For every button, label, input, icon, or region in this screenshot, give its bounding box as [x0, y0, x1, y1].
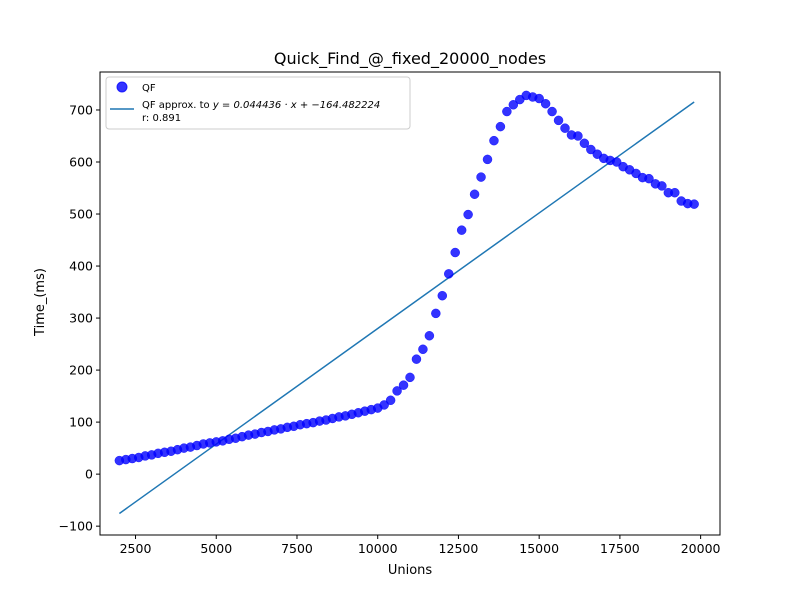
- legend-label-fit-line: QF approx. to y = 0.044436 · x + −164.48…: [142, 100, 380, 111]
- data-point: [418, 344, 428, 355]
- y-tick-label: −100: [59, 519, 93, 534]
- data-point: [444, 269, 454, 279]
- legend-label-fit-equation: y = 0.044436 · x + −164.482224: [212, 100, 380, 111]
- x-tick-label: 12500: [439, 541, 479, 556]
- legend-box: [105, 76, 411, 130]
- x-tick-label: 17500: [600, 541, 640, 556]
- y-tick-label: 500: [69, 207, 93, 222]
- data-point: [547, 106, 557, 117]
- x-tick-label: 2500: [120, 541, 152, 556]
- data-point: [560, 123, 570, 133]
- x-axis: 2500 5000 7500 10000 12500 15000 17500 20000: [120, 535, 721, 556]
- x-tick-label: 10000: [358, 541, 398, 556]
- data-point: [611, 157, 622, 167]
- y-axis-label: Time_(ms): [33, 268, 48, 337]
- data-point: [553, 115, 564, 126]
- plot-area: [99, 71, 721, 536]
- axes-frame: [99, 71, 721, 536]
- y-tick-label: 600: [69, 154, 93, 169]
- data-point: [573, 131, 583, 141]
- data-point: [476, 172, 486, 182]
- data-point: [385, 395, 396, 406]
- chart-title: Quick_Find_@_fixed_20000_nodes: [274, 49, 546, 69]
- data-point: [398, 380, 409, 390]
- data-point: [469, 189, 480, 200]
- data-point: [579, 138, 590, 149]
- data-point: [534, 93, 544, 104]
- x-axis-label: Unions: [388, 563, 433, 578]
- data-point: [502, 106, 512, 117]
- data-point: [456, 225, 467, 235]
- legend-label-fit-r: r: 0.891: [142, 113, 181, 124]
- data-point: [689, 199, 699, 209]
- data-point: [392, 386, 402, 396]
- data-point: [644, 173, 654, 184]
- data-point: [586, 144, 596, 155]
- y-tick-label: 700: [69, 102, 93, 117]
- x-tick-label: 5000: [200, 541, 232, 556]
- data-point: [379, 400, 389, 410]
- data-point: [431, 308, 441, 319]
- legend-label-fit-prefix: QF approx. to: [142, 100, 213, 111]
- legend-label-qf: QF: [142, 83, 156, 94]
- data-point: [450, 247, 460, 258]
- data-point: [495, 121, 506, 132]
- y-tick-label: 200: [69, 363, 93, 378]
- x-tick-label: 7500: [281, 541, 313, 556]
- y-tick-label: 0: [85, 467, 93, 482]
- scatter-points: [114, 90, 699, 466]
- x-tick-label: 15000: [519, 541, 559, 556]
- data-point: [482, 154, 493, 165]
- data-point: [508, 100, 519, 110]
- x-tick-label: 20000: [681, 541, 721, 556]
- data-point: [405, 372, 415, 383]
- data-point: [540, 98, 551, 109]
- y-tick-label: 400: [69, 259, 93, 274]
- y-tick-label: 100: [69, 415, 93, 430]
- data-point: [463, 209, 473, 220]
- legend: QF QF approx. to y = 0.044436 · x + −164…: [105, 76, 411, 130]
- legend-marker-qf: [116, 81, 128, 93]
- y-tick-label: 300: [69, 311, 93, 326]
- data-point: [424, 331, 435, 341]
- data-point: [437, 290, 448, 301]
- data-point: [670, 187, 680, 198]
- y-axis: −100 0 100 200 300 400 500 600 700: [59, 102, 100, 534]
- data-point: [411, 354, 422, 364]
- data-point: [657, 181, 667, 191]
- data-point: [489, 135, 499, 146]
